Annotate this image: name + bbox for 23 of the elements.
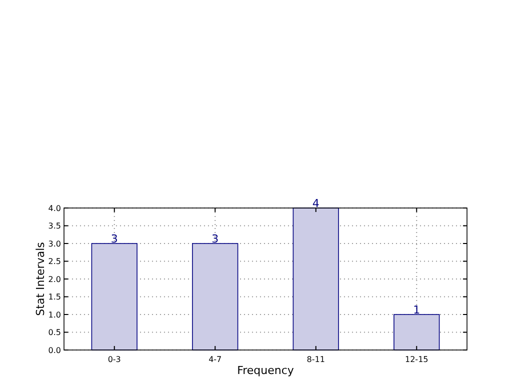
y-tick-label: 4.0: [48, 204, 61, 213]
y-tick-label: 3.5: [48, 222, 61, 231]
y-tick-label: 0.0: [48, 346, 61, 355]
bar: [292, 208, 339, 350]
bar: [91, 243, 138, 350]
data-label: 4: [312, 197, 320, 210]
y-tick-label: 3.0: [48, 239, 61, 248]
x-axis-title: Frequency: [237, 364, 294, 377]
x-tick-label: 8-11: [306, 355, 325, 364]
x-tick-label: 4-7: [208, 355, 222, 364]
y-axis-title: Stat Intervals: [34, 242, 47, 316]
bar: [394, 314, 440, 350]
data-label: 3: [212, 232, 219, 246]
x-tick-label: 12-15: [405, 355, 428, 364]
bar: [192, 243, 238, 350]
y-tick-label: 1.0: [48, 310, 61, 320]
data-label: 1: [413, 304, 420, 316]
y-tick-label: 1.5: [48, 292, 61, 302]
data-label: 3: [110, 232, 118, 246]
y-tick-label: 0.5: [48, 328, 61, 338]
y-tick-label: 2.0: [48, 274, 61, 284]
y-tick-label: 2.5: [48, 257, 61, 266]
x-tick-label: 0-3: [108, 355, 121, 364]
